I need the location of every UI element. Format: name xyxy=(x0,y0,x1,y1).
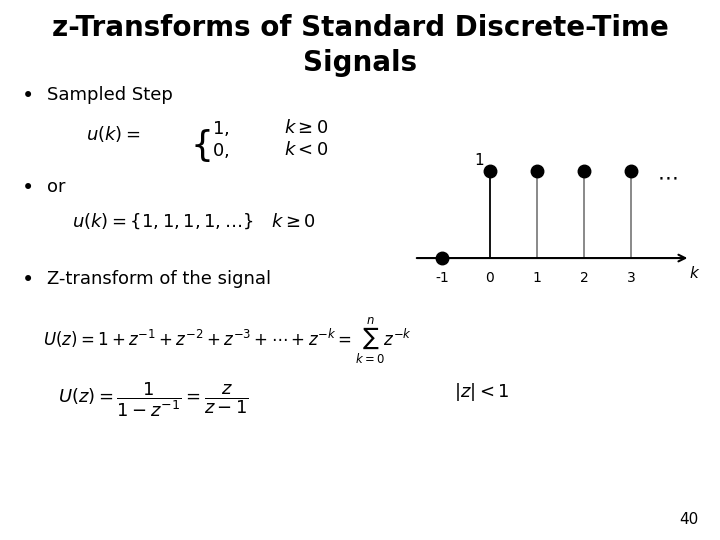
Text: or: or xyxy=(47,178,66,196)
Text: $\cdots$: $\cdots$ xyxy=(657,167,678,187)
Text: •: • xyxy=(22,270,34,290)
Text: $|z| < 1$: $|z| < 1$ xyxy=(454,381,509,403)
Text: 1: 1 xyxy=(474,153,484,168)
Text: Sampled Step: Sampled Step xyxy=(47,86,173,104)
Text: z-Transforms of Standard Discrete-Time: z-Transforms of Standard Discrete-Time xyxy=(52,14,668,42)
Text: •: • xyxy=(22,178,34,198)
Text: $k \geq 0$: $k \geq 0$ xyxy=(284,119,329,137)
Text: $k$: $k$ xyxy=(689,265,701,281)
Text: $u(k) = \{1,1,1,1,\ldots\} \quad k \geq 0$: $u(k) = \{1,1,1,1,\ldots\} \quad k \geq … xyxy=(72,212,316,231)
Text: 2: 2 xyxy=(580,271,588,285)
Text: 1: 1 xyxy=(532,271,541,285)
Text: $0,$: $0,$ xyxy=(212,141,230,160)
Text: -1: -1 xyxy=(436,271,449,285)
Text: $u(k) =$: $u(k) =$ xyxy=(86,124,141,144)
Text: $1,$: $1,$ xyxy=(212,119,230,138)
Text: $U(z) = 1 + z^{-1} + z^{-2} + z^{-3} + \cdots + z^{-k} = \sum_{k=0}^{n} z^{-k}$: $U(z) = 1 + z^{-1} + z^{-2} + z^{-3} + \… xyxy=(43,316,412,366)
Text: •: • xyxy=(22,86,34,106)
Text: Signals: Signals xyxy=(303,49,417,77)
Text: 3: 3 xyxy=(627,271,636,285)
Text: 0: 0 xyxy=(485,271,494,285)
Text: $U(z) = \dfrac{1}{1-z^{-1}} = \dfrac{z}{z-1}$: $U(z) = \dfrac{1}{1-z^{-1}} = \dfrac{z}{… xyxy=(58,381,248,420)
Text: Z-transform of the signal: Z-transform of the signal xyxy=(47,270,271,288)
Text: $k < 0$: $k < 0$ xyxy=(284,141,329,159)
Text: 40: 40 xyxy=(679,511,698,526)
Text: {: { xyxy=(191,129,214,163)
